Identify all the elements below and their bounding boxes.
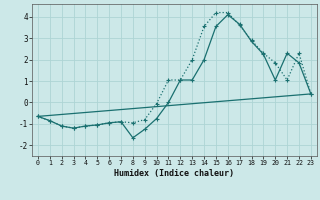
X-axis label: Humidex (Indice chaleur): Humidex (Indice chaleur) bbox=[115, 169, 234, 178]
